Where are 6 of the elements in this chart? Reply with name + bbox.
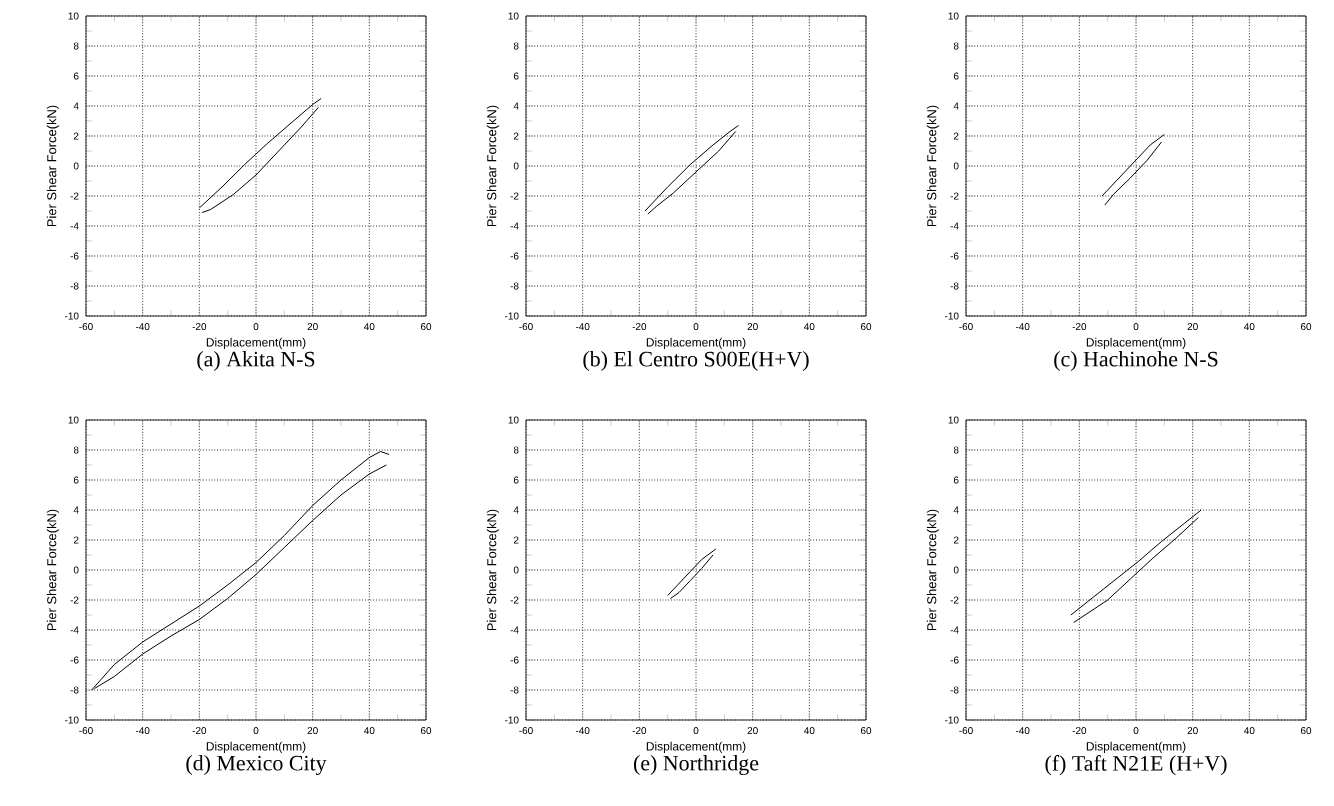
text: (c) Hachinohe N-S xyxy=(1054,351,1218,371)
text: (d) Mexico City xyxy=(186,755,327,776)
text: (b) El Centro S00E(H+V) xyxy=(583,351,809,371)
text: (f) Taft N21E (H+V) xyxy=(1045,755,1227,776)
text: (a) Akita N-S xyxy=(197,351,315,371)
text: (e) Northridge xyxy=(633,755,759,776)
